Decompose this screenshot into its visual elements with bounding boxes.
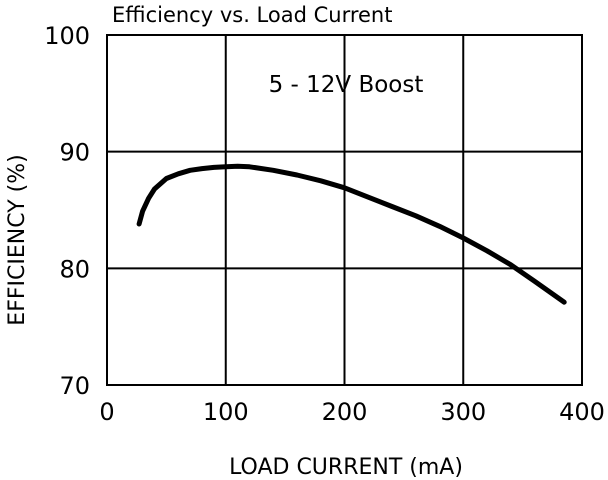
y-tick-label: 90 [59,139,90,167]
x-tick-label: 100 [203,398,249,426]
x-tick-label: 0 [99,398,114,426]
chart-title: Efficiency vs. Load Current [112,3,392,27]
plot-frame [106,34,583,386]
efficiency-curve [136,163,567,305]
x-tick-label: 400 [559,398,605,426]
y-tick-label: 70 [59,372,90,400]
x-tick-label: 300 [440,398,486,426]
y-tick-label: 100 [44,22,90,50]
y-tick-label: 80 [59,255,90,283]
x-axis-label: LOAD CURRENT (mA) [229,455,463,480]
annotation-label: 5 - 12V Boost [269,72,424,98]
x-tick-label: 200 [322,398,368,426]
grid [107,35,582,385]
tick-labels: 0 100 200 300 400 70 80 90 100 [44,22,605,426]
y-axis-label: EFFICIENCY (%) [5,154,30,325]
